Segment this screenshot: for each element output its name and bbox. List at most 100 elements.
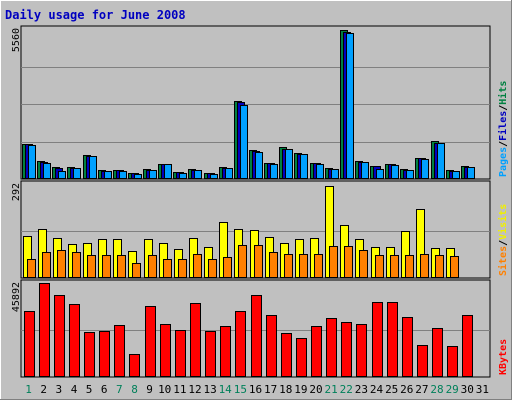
bar-visits-sites-day-12 [193, 254, 202, 278]
bar-visits-sites-day-18 [284, 254, 293, 278]
bar-hits-pages-day-28 [437, 143, 445, 179]
chart-title: Daily usage for June 2008 [5, 8, 186, 22]
x-tick-label-day-31: 31 [476, 383, 489, 396]
x-tick-label-day-27: 27 [415, 383, 428, 396]
bar-kbytes-kbytes-day-9 [145, 306, 156, 377]
bar-kbytes-kbytes-day-5 [84, 332, 95, 377]
x-tick-label-day-26: 26 [400, 383, 413, 396]
bar-visits-sites-day-28 [435, 255, 444, 278]
panel-hits-label-part-4: Hits [497, 81, 509, 105]
bar-visits-sites-day-14 [223, 257, 232, 278]
x-tick-label-day-6: 6 [101, 383, 108, 396]
bar-visits-sites-day-23 [359, 250, 368, 278]
bar-hits-pages-day-29 [452, 171, 460, 179]
bar-hits-pages-day-19 [300, 154, 308, 179]
x-tick-label-day-11: 11 [173, 383, 186, 396]
bar-kbytes-kbytes-day-2 [39, 283, 50, 377]
bar-hits-pages-day-26 [406, 170, 414, 179]
bar-hits-pages-day-5 [89, 156, 97, 179]
x-tick-label-day-1: 1 [25, 383, 32, 396]
bar-hits-pages-day-6 [104, 171, 112, 179]
bar-kbytes-kbytes-day-8 [129, 354, 140, 377]
panel-visits-max-label: 292 [11, 183, 22, 201]
bar-kbytes-kbytes-day-14 [220, 326, 231, 377]
bar-visits-sites-day-6 [102, 255, 111, 278]
bar-visits-sites-day-20 [314, 254, 323, 278]
x-tick-label-day-5: 5 [86, 383, 93, 396]
bar-hits-pages-day-12 [194, 170, 202, 179]
bar-hits-pages-day-10 [164, 164, 172, 179]
bar-kbytes-kbytes-day-13 [205, 331, 216, 377]
panel-kbytes-series-label: KBytes [498, 339, 509, 375]
bar-kbytes-kbytes-day-17 [266, 315, 277, 377]
x-tick-label-day-7: 7 [116, 383, 123, 396]
bar-visits-sites-day-16 [254, 245, 263, 278]
bar-hits-pages-day-1 [28, 145, 36, 179]
bar-hits-pages-day-16 [255, 152, 263, 179]
bar-kbytes-kbytes-day-1 [24, 311, 35, 377]
x-tick-label-day-13: 13 [203, 383, 216, 396]
bar-hits-pages-day-18 [285, 149, 293, 179]
x-tick-label-day-17: 17 [264, 383, 277, 396]
panel-kbytes-label-part-0: KBytes [498, 339, 509, 375]
bar-kbytes-kbytes-day-30 [462, 315, 473, 377]
bar-visits-sites-day-17 [269, 252, 278, 278]
x-tick-label-day-30: 30 [461, 383, 474, 396]
bar-kbytes-kbytes-day-3 [54, 295, 65, 377]
bar-kbytes-kbytes-day-25 [387, 302, 398, 377]
bar-visits-sites-day-1 [27, 259, 36, 278]
panel-visits-series-label: Sites/Visits [497, 204, 509, 276]
x-tick-label-day-23: 23 [355, 383, 368, 396]
bar-visits-sites-day-8 [132, 263, 141, 278]
bar-hits-pages-day-27 [421, 159, 429, 179]
bar-visits-sites-day-11 [178, 259, 187, 278]
bar-kbytes-kbytes-day-23 [356, 324, 367, 377]
bar-hits-pages-day-21 [331, 169, 339, 179]
panel-hits-label-part-0: Pages [498, 147, 509, 177]
plot-layer: 5560Pages/Files/Hits292Sites/Visits45892… [11, 25, 509, 396]
x-tick-label-day-25: 25 [385, 383, 398, 396]
panel-visits-label-part-1: / [498, 240, 509, 246]
bar-kbytes-kbytes-day-28 [432, 328, 443, 377]
bar-kbytes-kbytes-day-24 [372, 302, 383, 377]
x-tick-label-day-10: 10 [158, 383, 171, 396]
bar-hits-pages-day-24 [376, 169, 384, 179]
panel-hits-max-label: 5560 [11, 28, 22, 52]
bar-hits-pages-day-30 [467, 167, 475, 179]
bar-kbytes-kbytes-day-20 [311, 326, 322, 377]
bar-hits-pages-day-25 [391, 165, 399, 179]
x-tick-label-day-21: 21 [324, 383, 337, 396]
bar-visits-sites-day-24 [375, 255, 384, 278]
x-tick-label-day-19: 19 [294, 383, 307, 396]
bar-hits-pages-day-17 [270, 164, 278, 179]
bar-kbytes-kbytes-day-11 [175, 330, 186, 377]
bar-kbytes-kbytes-day-27 [417, 345, 428, 377]
panel-hits-label-part-1: / [498, 141, 509, 147]
bar-hits-pages-day-4 [73, 168, 81, 179]
x-tick-label-day-28: 28 [430, 383, 443, 396]
panel-kbytes-max-label: 45892 [11, 282, 22, 312]
bar-visits-sites-day-26 [405, 255, 414, 278]
bar-hits-pages-day-11 [179, 173, 187, 179]
bar-kbytes-kbytes-day-7 [114, 325, 125, 377]
bar-hits-pages-day-15 [240, 105, 248, 179]
bar-kbytes-kbytes-day-15 [235, 311, 246, 377]
x-tick-label-day-2: 2 [40, 383, 47, 396]
x-tick-label-day-18: 18 [279, 383, 292, 396]
x-tick-label-day-20: 20 [309, 383, 322, 396]
x-tick-label-day-9: 9 [146, 383, 153, 396]
bar-kbytes-kbytes-day-22 [341, 322, 352, 377]
bar-kbytes-kbytes-day-6 [99, 331, 110, 377]
bar-hits-pages-day-7 [119, 171, 127, 179]
bar-hits-pages-day-22 [346, 33, 354, 179]
x-tick-label-day-12: 12 [188, 383, 201, 396]
bar-hits-pages-day-8 [134, 174, 142, 179]
bar-hits-pages-day-9 [149, 170, 157, 179]
bar-hits-pages-day-13 [210, 174, 218, 179]
bar-visits-sites-day-9 [148, 255, 157, 278]
x-tick-label-day-24: 24 [370, 383, 384, 396]
bar-visits-sites-day-25 [390, 255, 399, 278]
bar-kbytes-kbytes-day-21 [326, 318, 337, 377]
bar-kbytes-kbytes-day-18 [281, 333, 292, 377]
